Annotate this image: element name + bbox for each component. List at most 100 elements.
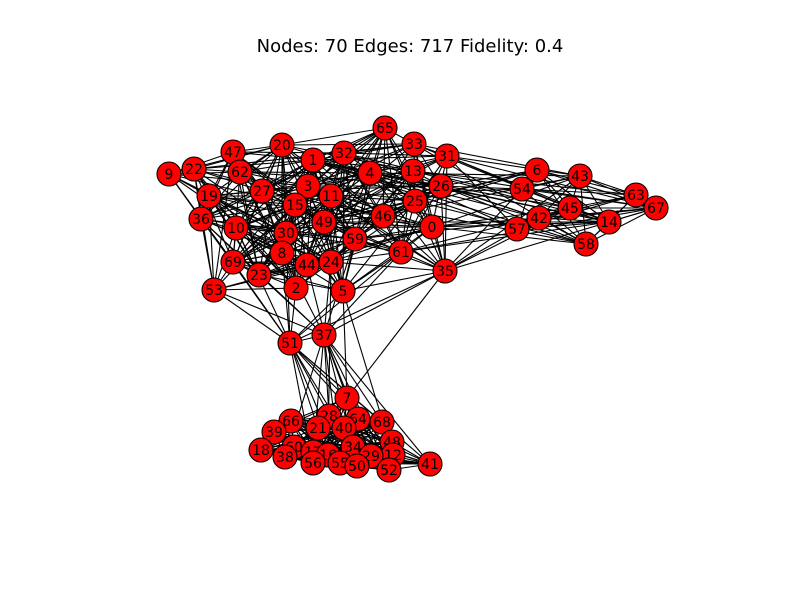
node-circle (376, 457, 402, 483)
node-circle (305, 415, 331, 441)
node-circle (318, 183, 344, 209)
node-circle (509, 176, 535, 202)
graph-node-45: 45 (557, 195, 583, 221)
node-label: 55 (331, 456, 349, 472)
graph-node-33: 33 (401, 131, 427, 157)
graph-edge (330, 195, 587, 245)
graph-node-14: 14 (596, 209, 622, 235)
node-circle (269, 240, 295, 266)
node-label: 50 (348, 459, 366, 475)
graph-node-18: 18 (248, 437, 274, 463)
graph-edge (431, 175, 581, 228)
node-label: 36 (192, 212, 210, 228)
graph-node-11: 11 (318, 183, 344, 209)
node-circle (277, 330, 303, 356)
node-circle (272, 444, 298, 470)
node-label: 22 (185, 162, 203, 178)
graph-node-62: 62 (227, 159, 253, 185)
graph-node-38: 38 (272, 444, 298, 470)
node-label: 3 (304, 179, 313, 195)
graph-title: Nodes: 70 Edges: 717 Fidelity: 0.4 (257, 36, 564, 57)
node-label: 18 (252, 443, 270, 459)
graph-node-13: 13 (400, 158, 426, 184)
node-circle (432, 258, 458, 284)
graph-node-2: 2 (283, 275, 309, 301)
node-label: 8 (278, 246, 287, 262)
node-circle (567, 163, 593, 189)
graph-edge (193, 168, 384, 217)
node-circle (417, 451, 443, 477)
node-circle (269, 132, 295, 158)
graph-edge (285, 170, 414, 234)
graph-edge (312, 143, 415, 161)
graph-node-10: 10 (223, 215, 249, 241)
graph-node-49: 49 (311, 209, 337, 235)
node-label: 34 (344, 440, 362, 456)
node-circle (596, 209, 622, 235)
node-label: 39 (265, 425, 283, 441)
graph-edge (294, 204, 297, 289)
graph-node-61: 61 (388, 239, 414, 265)
graph-node-7: 7 (334, 385, 360, 411)
node-circle (311, 209, 337, 235)
graph-node-54: 54 (509, 176, 535, 202)
node-label: 62 (231, 165, 249, 181)
graph-edge (323, 251, 402, 336)
node-label: 45 (561, 201, 579, 217)
node-label: 67 (647, 201, 665, 217)
node-label: 38 (276, 450, 294, 466)
node-circle (261, 419, 287, 445)
graph-node-23: 23 (246, 262, 272, 288)
graph-edge (235, 195, 332, 229)
graph-node-65: 65 (372, 115, 398, 141)
graph-node-22: 22 (181, 156, 207, 182)
graph-edge (235, 227, 297, 289)
node-label: 25 (406, 194, 424, 210)
node-label: 27 (253, 184, 271, 200)
graph-edge (446, 155, 581, 177)
graph-edge (382, 127, 386, 217)
graph-node-56: 56 (300, 450, 326, 476)
node-circle (401, 131, 427, 157)
graph-node-58: 58 (573, 231, 599, 257)
node-circle (201, 277, 227, 303)
graph-node-44: 44 (294, 252, 320, 278)
graph-edge (346, 270, 446, 399)
graph-node-19: 19 (196, 183, 222, 209)
node-label: 61 (392, 245, 410, 261)
node-label: 23 (250, 268, 268, 284)
node-circle (227, 159, 253, 185)
node-label: 30 (277, 226, 295, 242)
graph-edge (330, 195, 416, 202)
node-label: 7 (343, 391, 352, 407)
graph-node-36: 36 (188, 206, 214, 232)
graph-node-32: 32 (331, 140, 357, 166)
graph-node-6: 6 (524, 157, 550, 183)
graph-node-52: 52 (376, 457, 402, 483)
graph-edge (193, 159, 314, 170)
graph-node-25: 25 (402, 188, 428, 214)
node-label: 66 (282, 414, 300, 430)
node-circle (344, 453, 370, 479)
node-circle (220, 249, 246, 275)
node-circle (196, 183, 222, 209)
graph-node-26: 26 (428, 173, 454, 199)
node-circle (188, 206, 214, 232)
node-circle (330, 278, 356, 304)
graph-node-53: 53 (201, 277, 227, 303)
graph-edge (323, 334, 341, 464)
graph-edge (258, 226, 433, 276)
node-circle (370, 203, 396, 229)
node-label: 65 (376, 121, 394, 137)
node-label: 58 (577, 237, 595, 253)
node-circle (249, 178, 275, 204)
node-circle (388, 239, 414, 265)
graph-edge (585, 207, 657, 245)
node-label: 52 (380, 463, 398, 479)
graph-edge (213, 287, 297, 291)
graph-node-63: 63 (623, 182, 649, 208)
graph-edge (444, 188, 523, 272)
graph-edge (330, 195, 344, 292)
node-label: 19 (200, 189, 218, 205)
node-label: 5 (339, 284, 348, 300)
